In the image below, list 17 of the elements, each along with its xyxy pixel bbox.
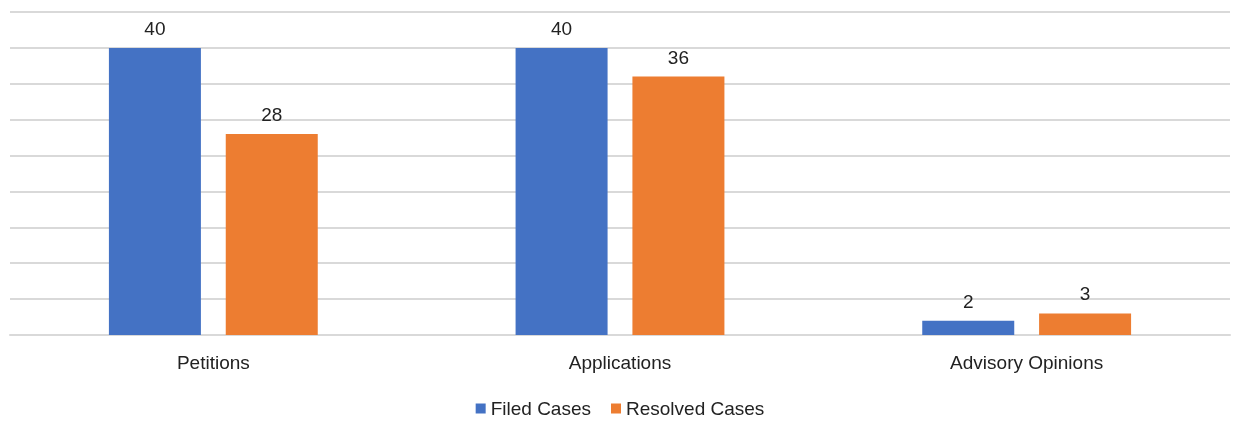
x-tick-label: Petitions bbox=[176, 352, 250, 373]
legend-label: Resolved Cases bbox=[625, 398, 765, 419]
x-tick-label: Applications bbox=[568, 352, 672, 373]
data-label: 36 bbox=[667, 46, 689, 68]
bar bbox=[515, 47, 608, 335]
data-label: 2 bbox=[962, 290, 974, 312]
bar bbox=[922, 320, 1015, 335]
x-tick-label: Advisory Opinions bbox=[950, 352, 1104, 373]
legend-label: Filed Cases bbox=[490, 398, 591, 419]
data-label: 40 bbox=[551, 17, 573, 39]
bar bbox=[1039, 313, 1132, 335]
bar bbox=[225, 134, 318, 335]
data-label: 3 bbox=[1079, 283, 1091, 305]
data-label: 28 bbox=[261, 104, 283, 126]
bar bbox=[108, 47, 201, 335]
bar bbox=[632, 76, 725, 335]
data-label: 40 bbox=[144, 17, 166, 39]
